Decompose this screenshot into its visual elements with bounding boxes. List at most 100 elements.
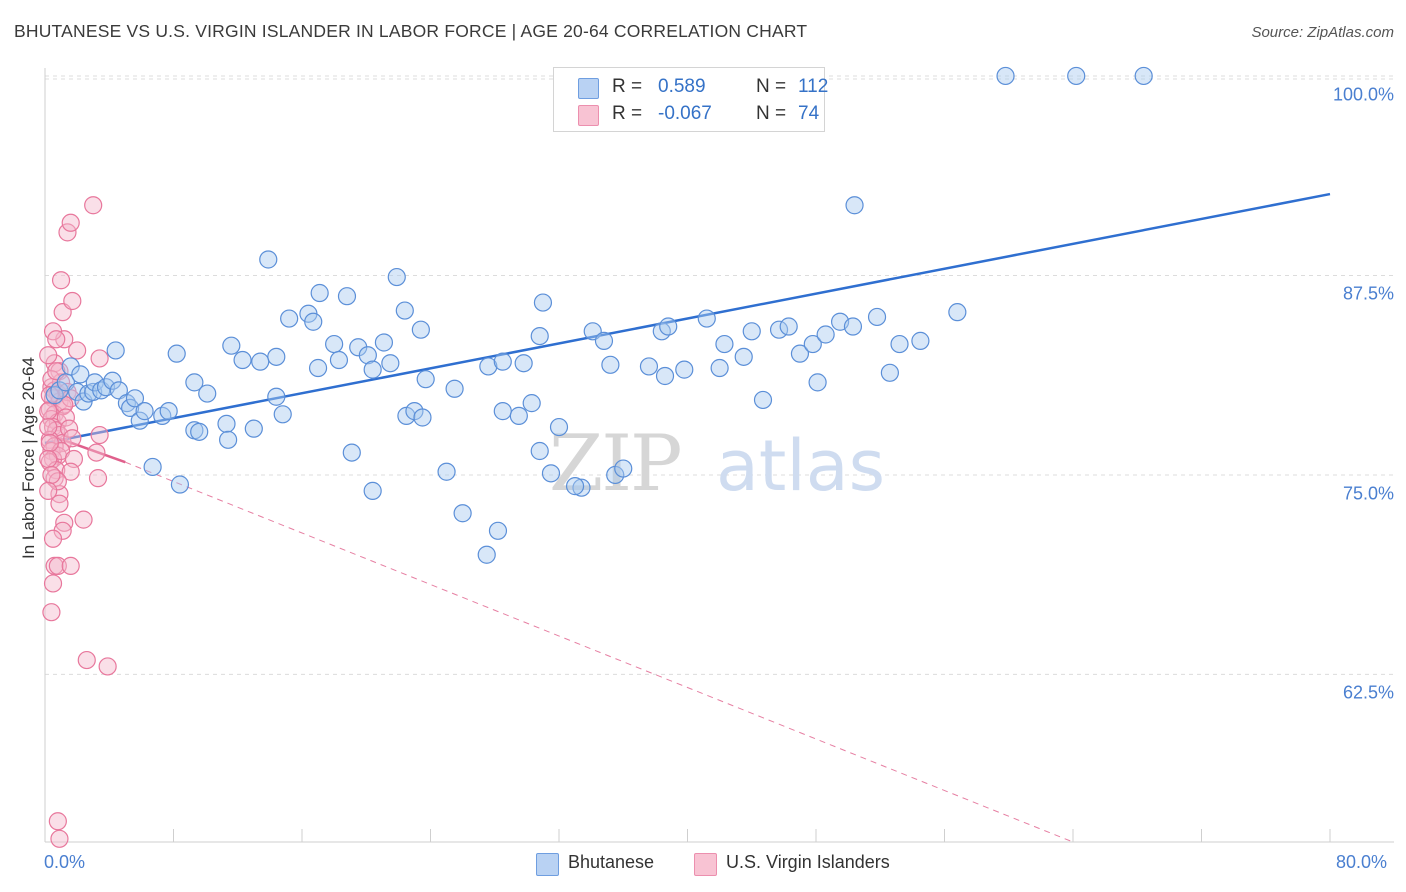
data-point-bhutanese: [742, 322, 761, 341]
data-point-bhutanese: [803, 334, 822, 354]
data-point-bhutanese: [198, 384, 217, 403]
data-point-bhutanese: [769, 320, 789, 339]
legend-swatch-pink: [578, 105, 599, 126]
data-point-bhutanese: [411, 320, 430, 339]
legend-r-label: R =: [612, 103, 643, 124]
data-point-bhutanese: [445, 379, 464, 398]
data-point-bhutanese: [843, 317, 863, 336]
data-point-bhutanese: [533, 293, 553, 312]
data-point-bhutanese: [530, 326, 549, 346]
bottom-legend-label: Bhutanese: [568, 852, 655, 872]
data-point-bhutanese: [753, 390, 773, 410]
y-tick-label: 87.5%: [1342, 283, 1394, 304]
data-point-bhutanese: [280, 309, 299, 328]
data-point-virgin-islanders: [68, 341, 87, 360]
data-point-virgin-islanders: [50, 494, 69, 513]
bottom-legend-swatch-pink: [694, 853, 717, 876]
legend-r-value: -0.067: [658, 103, 712, 124]
data-point-virgin-islanders: [39, 346, 58, 365]
data-point-bhutanese: [779, 317, 798, 336]
x-tick-max: 80.0%: [1336, 852, 1388, 872]
data-point-virgin-islanders: [90, 349, 109, 368]
data-point-virgin-islanders: [42, 603, 61, 622]
data-point-bhutanese: [363, 481, 382, 500]
data-point-bhutanese: [675, 360, 694, 379]
data-point-virgin-islanders: [50, 829, 69, 848]
bottom-legend-swatch-blue: [536, 853, 559, 876]
data-point-bhutanese: [639, 357, 659, 376]
data-point-bhutanese: [437, 462, 456, 481]
data-point-bhutanese: [273, 405, 292, 424]
data-point-bhutanese: [329, 350, 349, 370]
data-point-bhutanese: [374, 333, 394, 352]
data-point-bhutanese: [549, 417, 569, 437]
data-point-bhutanese: [816, 325, 835, 344]
data-point-bhutanese: [363, 360, 382, 379]
data-point-bhutanese: [387, 267, 406, 287]
legend-r-label: R =: [612, 76, 643, 97]
data-point-virgin-islanders: [39, 449, 58, 469]
data-point-bhutanese: [509, 406, 528, 425]
data-point-bhutanese: [1134, 66, 1153, 86]
data-point-bhutanese: [996, 66, 1015, 86]
data-point-bhutanese: [880, 363, 899, 382]
y-axis-label: In Labor Force | Age 20-64: [19, 357, 38, 559]
data-point-bhutanese: [395, 301, 414, 320]
data-point-bhutanese: [911, 331, 930, 350]
data-point-bhutanese: [170, 475, 190, 494]
data-point-virgin-islanders: [61, 556, 80, 576]
data-point-bhutanese: [143, 457, 162, 477]
data-point-bhutanese: [715, 334, 734, 354]
data-point-virgin-islanders: [63, 291, 82, 311]
legend-r-value: 0.589: [658, 76, 706, 97]
data-point-bhutanese: [808, 373, 827, 392]
data-point-bhutanese: [130, 411, 149, 430]
data-point-virgin-islanders: [39, 402, 58, 421]
data-point-bhutanese: [217, 414, 236, 433]
y-tick-label: 62.5%: [1342, 682, 1394, 703]
data-point-virgin-islanders: [98, 657, 117, 676]
data-point-bhutanese: [416, 370, 435, 389]
legend-swatch-blue: [578, 78, 599, 99]
points-bhutanese: [45, 66, 1153, 564]
data-point-bhutanese: [493, 352, 512, 371]
data-point-virgin-islanders: [47, 330, 66, 349]
data-point-bhutanese: [304, 312, 323, 331]
data-point-bhutanese: [453, 504, 472, 523]
watermark-zip: ZIP: [549, 419, 681, 509]
data-point-bhutanese: [125, 389, 145, 408]
data-point-bhutanese: [106, 341, 125, 360]
data-point-bhutanese: [103, 371, 122, 390]
data-point-bhutanese: [342, 443, 361, 462]
x-tick-min: 0.0%: [44, 852, 86, 872]
data-point-virgin-islanders: [56, 408, 75, 427]
data-point-bhutanese: [710, 358, 729, 378]
data-point-virgin-islanders: [77, 650, 96, 670]
data-point-bhutanese: [185, 373, 204, 392]
data-point-bhutanese: [522, 394, 541, 413]
data-point-bhutanese: [541, 464, 561, 483]
trend-lines: [44, 192, 1331, 843]
data-point-bhutanese: [479, 357, 498, 376]
data-point-bhutanese: [697, 309, 716, 328]
data-point-bhutanese: [325, 334, 344, 354]
data-point-bhutanese: [493, 402, 512, 421]
data-point-bhutanese: [659, 317, 678, 336]
data-point-bhutanese: [310, 283, 329, 303]
data-point-bhutanese: [565, 477, 585, 496]
y-tick-label: 100.0%: [1332, 84, 1394, 105]
data-point-virgin-islanders: [40, 433, 59, 453]
trend-line-virgin-islanders-dashed: [125, 461, 1074, 843]
data-point-bhutanese: [514, 354, 533, 373]
points-virgin-islanders: [39, 196, 117, 848]
data-point-bhutanese: [381, 354, 400, 373]
correlation-legend: R = 0.589 N = 112 R = -0.067 N = 74: [553, 67, 828, 132]
legend-n-label: N =: [756, 103, 787, 124]
data-point-virgin-islanders: [63, 429, 82, 448]
data-point-bhutanese: [867, 307, 887, 327]
data-point-bhutanese: [251, 352, 270, 371]
data-point-bhutanese: [488, 521, 508, 540]
data-point-bhutanese: [734, 347, 753, 366]
data-point-virgin-islanders: [39, 481, 58, 500]
